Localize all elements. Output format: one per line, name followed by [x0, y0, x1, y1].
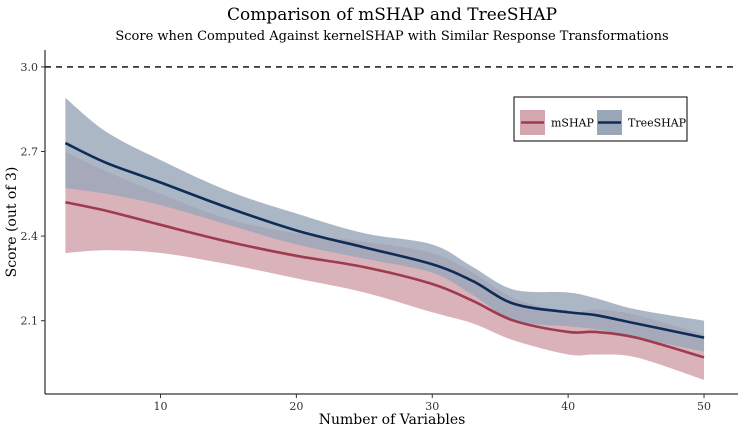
- x-tick-label: 40: [561, 400, 575, 413]
- chart-subtitle: Score when Computed Against kernelSHAP w…: [115, 29, 668, 44]
- y-ticks: 2.1 2.4 2.7 3.0: [21, 61, 45, 328]
- x-axis-title: Number of Variables: [319, 412, 466, 428]
- x-ticks: 10 20 30 40 50: [154, 394, 711, 413]
- legend-label-treeshap: TreeSHAP: [628, 117, 687, 130]
- x-tick-label: 50: [697, 400, 711, 413]
- line-mshap: [65, 200, 705, 359]
- y-tick-label: 2.4: [21, 230, 39, 243]
- x-tick-label: 20: [289, 400, 303, 413]
- y-tick-label: 2.1: [21, 315, 39, 328]
- x-tick-label: 10: [154, 400, 168, 413]
- legend: mSHAP TreeSHAP: [513, 96, 688, 142]
- line-treeshap: [64, 141, 705, 339]
- chart-title: Comparison of mSHAP and TreeSHAP: [227, 5, 557, 25]
- legend-label-mshap: mSHAP: [551, 117, 595, 130]
- y-tick-label: 3.0: [21, 61, 39, 74]
- series-lines: [64, 141, 705, 359]
- band-treeshap: [65, 97, 705, 352]
- y-tick-label: 2.7: [21, 146, 39, 159]
- confidence-bands: [65, 97, 705, 380]
- y-axis-title: Score (out of 3): [4, 167, 20, 278]
- x-tick-label: 30: [425, 400, 439, 413]
